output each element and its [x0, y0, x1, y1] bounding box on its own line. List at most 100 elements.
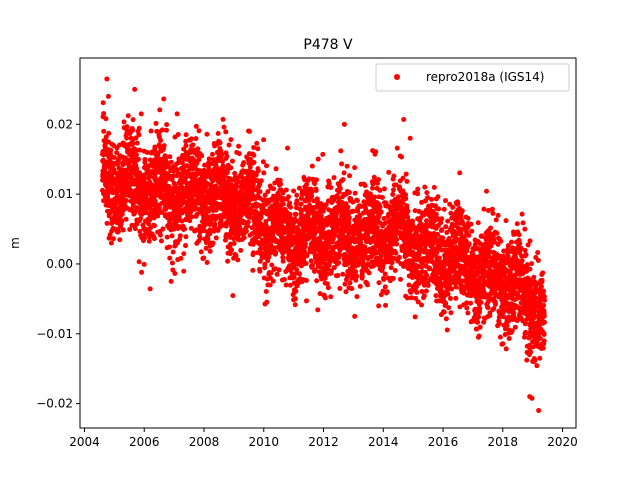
data-point — [489, 206, 495, 212]
data-point — [443, 316, 449, 322]
data-point — [476, 314, 482, 320]
data-point — [152, 223, 158, 229]
data-point — [181, 268, 187, 274]
data-point — [238, 247, 244, 253]
data-point — [270, 278, 276, 284]
data-point — [522, 226, 528, 232]
data-point — [108, 240, 114, 246]
data-point — [152, 144, 158, 150]
data-point — [393, 250, 399, 256]
data-point — [292, 296, 298, 302]
data-point — [534, 363, 540, 369]
data-point — [377, 187, 383, 193]
data-point — [123, 216, 129, 222]
data-point — [374, 225, 380, 231]
data-point — [354, 294, 360, 300]
data-point — [511, 310, 517, 316]
data-point — [251, 152, 257, 158]
data-point — [246, 201, 252, 207]
data-point — [325, 285, 331, 291]
data-point — [346, 189, 352, 195]
data-point — [261, 137, 267, 143]
data-point — [493, 217, 499, 223]
data-point — [376, 303, 382, 309]
data-point — [257, 268, 263, 274]
data-point — [386, 169, 392, 175]
data-point — [328, 294, 334, 300]
data-point — [124, 135, 130, 141]
data-point — [389, 260, 395, 266]
data-point — [424, 272, 430, 278]
data-point — [116, 228, 122, 234]
data-point — [425, 283, 431, 288]
data-point — [318, 213, 324, 219]
data-point — [101, 128, 107, 134]
data-point — [285, 145, 291, 151]
data-point — [314, 278, 320, 284]
data-point — [429, 196, 435, 202]
data-point — [436, 206, 442, 212]
data-point — [450, 204, 456, 210]
data-point — [193, 136, 199, 142]
data-point — [309, 189, 315, 195]
data-point — [475, 319, 481, 325]
data-point — [129, 206, 135, 212]
data-point — [286, 194, 292, 200]
data-point — [378, 209, 384, 215]
data-point — [142, 156, 148, 162]
data-point — [503, 346, 509, 352]
data-point — [258, 178, 264, 184]
data-point — [166, 244, 172, 250]
data-point — [161, 143, 167, 149]
data-point — [137, 228, 143, 234]
data-point — [254, 140, 260, 146]
data-point — [291, 274, 297, 280]
data-point — [303, 260, 309, 266]
data-point — [197, 236, 203, 242]
data-point — [207, 248, 213, 254]
data-point — [431, 184, 437, 190]
data-point — [273, 166, 279, 172]
data-point — [394, 237, 400, 243]
data-point — [167, 255, 173, 261]
data-point — [104, 220, 110, 226]
data-point — [179, 218, 185, 224]
data-point — [119, 218, 125, 224]
data-point — [476, 333, 482, 339]
data-point — [459, 208, 465, 214]
data-point — [520, 220, 526, 226]
data-point — [388, 265, 394, 271]
data-point — [506, 335, 512, 341]
data-point — [287, 204, 293, 210]
data-point — [315, 156, 321, 162]
data-point — [465, 215, 471, 221]
data-point — [134, 165, 140, 171]
data-point — [276, 267, 282, 273]
data-point — [124, 124, 130, 130]
data-point — [114, 150, 120, 156]
data-point — [483, 188, 489, 194]
data-point — [136, 132, 142, 138]
data-point — [372, 194, 378, 200]
data-point — [350, 208, 356, 214]
data-point — [453, 295, 459, 301]
data-point — [366, 270, 372, 276]
data-point — [352, 165, 358, 171]
data-point — [308, 258, 314, 264]
data-point — [419, 289, 425, 295]
data-point — [343, 289, 349, 295]
data-point — [260, 159, 266, 165]
data-point — [204, 131, 210, 137]
data-point — [134, 205, 140, 211]
data-point — [181, 251, 187, 257]
data-point — [309, 163, 315, 169]
data-point — [320, 151, 326, 157]
data-point — [396, 254, 402, 260]
data-point — [271, 186, 277, 192]
data-point — [496, 321, 502, 327]
data-point — [475, 220, 481, 226]
data-point — [491, 306, 497, 312]
data-point — [213, 235, 219, 241]
data-point — [338, 148, 344, 154]
data-point — [190, 142, 196, 148]
